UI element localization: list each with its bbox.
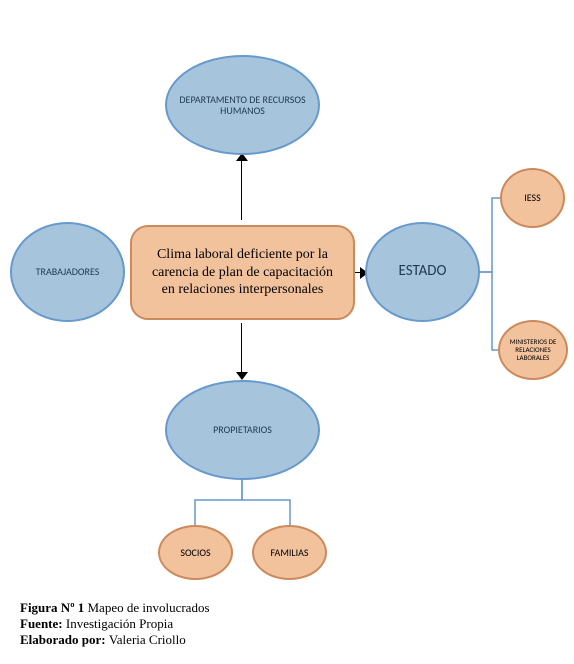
figure-caption-line2-bold: Fuente: bbox=[20, 616, 66, 631]
figure-caption-line3-rest: Valeria Criollo bbox=[109, 632, 186, 647]
connector-estado-ministerios bbox=[480, 272, 498, 350]
node-familias-label: FAMILIAS bbox=[271, 547, 309, 559]
figure-caption-line3-bold: Elaborado por: bbox=[20, 632, 109, 647]
node-estado-label: ESTADO bbox=[399, 263, 447, 280]
center-problem-text: Clima laboral deficiente por la carencia… bbox=[146, 246, 339, 299]
figure-caption-line1-rest: Mapeo de involucrados bbox=[87, 600, 209, 615]
node-hr-label: DEPARTAMENTO DE RECURSOS HUMANOS bbox=[179, 94, 306, 117]
figure-caption-line2-rest: Investigación Propia bbox=[66, 616, 173, 631]
node-trabajadores-label: TRABAJADORES bbox=[36, 266, 100, 278]
node-ministerios: MINISTERIOS DE RELACIONES LABORALES bbox=[498, 320, 568, 380]
node-ministerios-label: MINISTERIOS DE RELACIONES LABORALES bbox=[504, 338, 562, 362]
figure-caption-line2: Fuente: Investigación Propia bbox=[20, 616, 173, 632]
node-hr: DEPARTAMENTO DE RECURSOS HUMANOS bbox=[165, 55, 320, 155]
figure-caption-line1: Figura Nº 1 Mapeo de involucrados bbox=[20, 600, 210, 616]
diagram-canvas: Clima laboral deficiente por la carencia… bbox=[0, 0, 574, 664]
node-propietarios: PROPIETARIOS bbox=[165, 380, 320, 480]
node-iess: IESS bbox=[500, 168, 565, 228]
node-trabajadores: TRABAJADORES bbox=[10, 222, 125, 322]
connector-propietarios-socios bbox=[195, 480, 242, 525]
node-propietarios-label: PROPIETARIOS bbox=[213, 424, 272, 436]
node-socios-label: SOCIOS bbox=[180, 547, 210, 559]
connector-estado-iess bbox=[480, 198, 500, 272]
connector-propietarios-familias bbox=[242, 480, 290, 525]
figure-caption-line3: Elaborado por: Valeria Criollo bbox=[20, 632, 186, 648]
node-iess-label: IESS bbox=[524, 192, 541, 204]
node-estado: ESTADO bbox=[365, 222, 480, 322]
node-familias: FAMILIAS bbox=[252, 525, 327, 580]
figure-caption-line1-bold: Figura Nº 1 bbox=[20, 600, 87, 615]
node-socios: SOCIOS bbox=[158, 525, 233, 580]
center-problem-box: Clima laboral deficiente por la carencia… bbox=[130, 225, 355, 320]
